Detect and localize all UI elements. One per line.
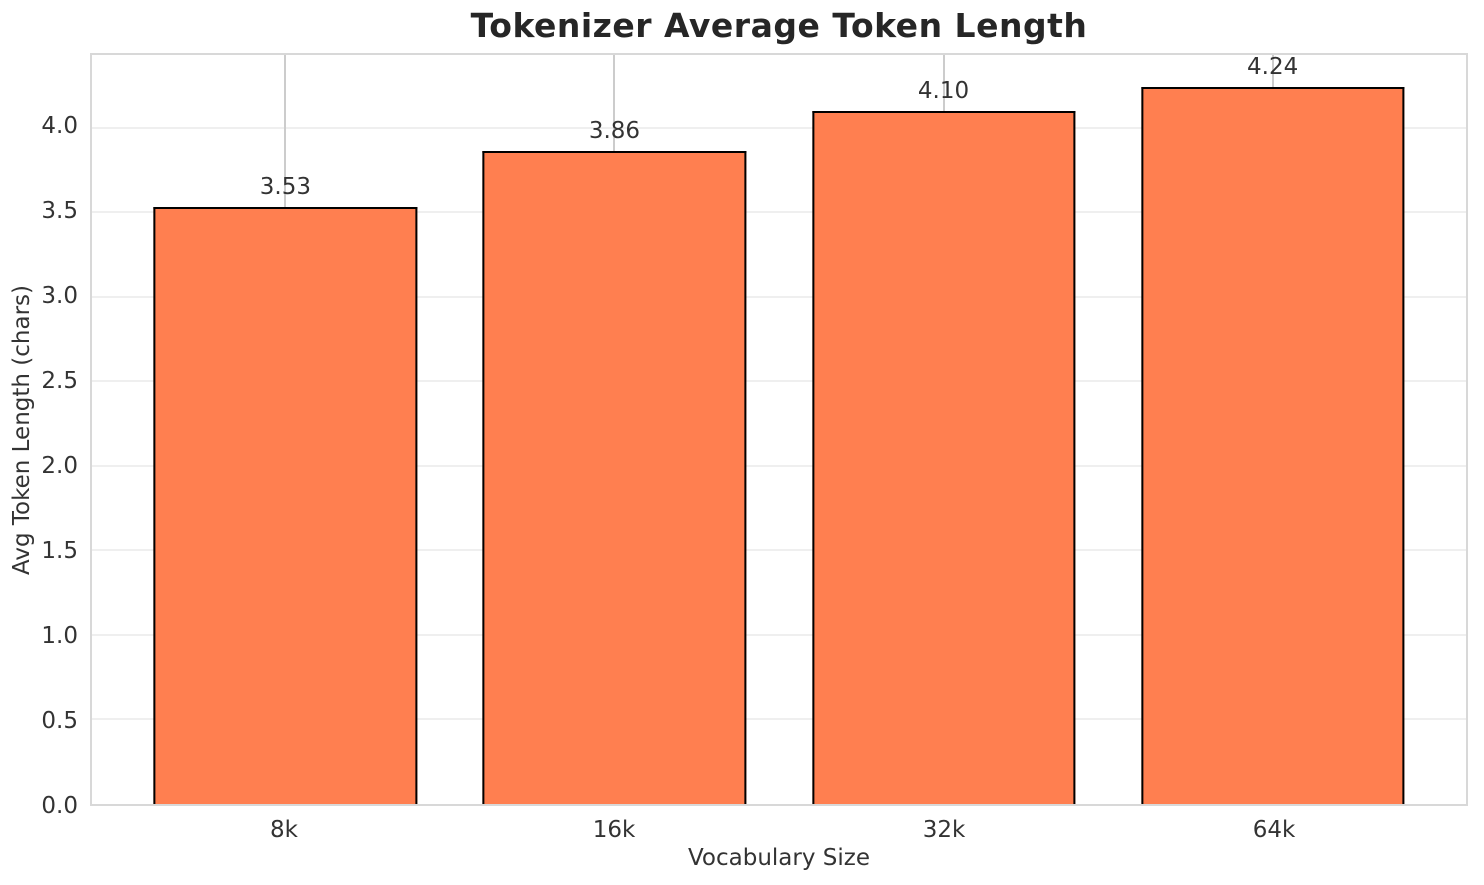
x-tick-label: 64k	[1252, 817, 1296, 843]
y-tick-label: 3.0	[41, 283, 78, 310]
bar-value-label: 4.24	[1247, 54, 1299, 81]
chart-title: Tokenizer Average Token Length	[470, 6, 1088, 45]
horizontal-gridline	[92, 211, 1466, 214]
bar-value-label: 3.86	[588, 118, 641, 145]
bar-32k	[811, 110, 1076, 804]
y-tick-label: 4.0	[41, 113, 78, 140]
y-tick-label: 1.0	[41, 623, 78, 650]
x-tick-label: 8k	[269, 817, 298, 843]
horizontal-gridline	[92, 295, 1466, 298]
bar-64k	[1140, 87, 1405, 804]
horizontal-gridline	[92, 549, 1466, 552]
horizontal-gridline	[92, 633, 1466, 636]
horizontal-gridline	[92, 718, 1466, 721]
horizontal-gridline	[92, 464, 1466, 467]
y-tick-label: 2.5	[41, 368, 78, 395]
y-tick-label: 0.5	[41, 708, 78, 734]
bar-value-label: 4.10	[917, 77, 970, 104]
x-tick-label: 16k	[592, 817, 636, 843]
plot-area: 3.53 3.86 4.10 4.24	[90, 53, 1468, 806]
x-axis-label: Vocabulary Size	[687, 845, 870, 871]
y-tick-label: 1.5	[41, 538, 78, 565]
bar-value-label: 3.53	[259, 174, 311, 201]
x-tick-label: 32k	[922, 817, 966, 843]
horizontal-gridline	[92, 126, 1466, 129]
bar-8k	[153, 207, 417, 804]
bar-16k	[482, 151, 747, 804]
y-tick-label: 3.5	[41, 198, 78, 225]
y-tick-label: 0.0	[41, 793, 78, 819]
y-axis-label: Avg Token Length (chars)	[9, 284, 35, 576]
y-tick-label: 2.0	[41, 453, 78, 480]
horizontal-gridline	[92, 380, 1466, 383]
